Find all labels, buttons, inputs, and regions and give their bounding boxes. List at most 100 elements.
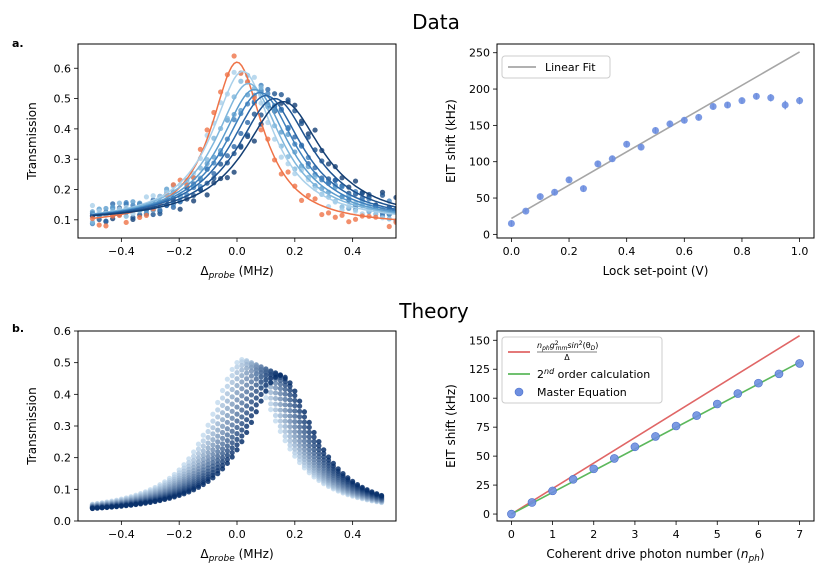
data-point <box>143 194 150 200</box>
data-point <box>224 376 230 382</box>
axes-frame <box>496 43 815 239</box>
data-point <box>239 439 245 445</box>
data-point <box>234 404 240 410</box>
data-point <box>263 395 269 401</box>
data-point <box>231 69 237 75</box>
data-point <box>224 398 230 404</box>
data-point <box>248 364 255 370</box>
x-tick-label: −0.2 <box>166 528 193 541</box>
data-point <box>268 401 274 407</box>
data-point <box>316 447 322 453</box>
data-point <box>253 376 259 382</box>
data-point <box>205 428 211 435</box>
x-tick-label: 0.8 <box>733 245 751 258</box>
data-point <box>369 489 375 495</box>
linear-fit-line <box>511 51 800 220</box>
data-point <box>210 425 216 431</box>
data-point <box>239 393 245 399</box>
data-point <box>191 457 197 463</box>
data-point <box>219 450 226 457</box>
data-point <box>651 432 660 441</box>
data-point <box>277 381 283 387</box>
data-point <box>229 450 235 456</box>
fit-curve <box>92 82 396 215</box>
data-point <box>345 475 351 481</box>
data-point <box>239 362 245 369</box>
data-point <box>568 474 578 484</box>
section-title-data: Data <box>412 10 460 34</box>
data-point <box>211 175 217 181</box>
data-point <box>589 464 599 474</box>
data-point <box>248 399 255 405</box>
data-point <box>219 441 226 447</box>
data-point <box>137 214 143 220</box>
data-point <box>301 419 308 425</box>
data-point <box>272 395 279 402</box>
data-point <box>219 459 226 465</box>
data-point <box>244 429 250 436</box>
data-point <box>204 127 210 133</box>
data-point <box>297 419 303 425</box>
y-axis-label: EIT shift (kHz) <box>444 99 458 183</box>
data-point <box>258 379 264 385</box>
section-title-theory: Theory <box>398 299 469 323</box>
data-point <box>297 433 303 440</box>
data-point <box>204 192 210 198</box>
data-point <box>224 452 230 458</box>
legend-box <box>501 55 611 79</box>
data-point <box>277 418 283 424</box>
data-point <box>219 417 226 423</box>
data-point <box>219 387 226 394</box>
data-point <box>287 433 293 439</box>
data-point <box>316 439 322 445</box>
data-point <box>244 382 250 388</box>
data-point <box>118 503 124 509</box>
panel-data-eit-shift: Lock set-point (V) EIT shift (kHz) Linea… <box>444 43 815 278</box>
data-point <box>239 373 245 379</box>
data-point <box>244 365 250 371</box>
formula-g: g <box>550 341 555 350</box>
data-point <box>229 408 235 414</box>
y-tick-label: 0.5 <box>54 357 72 370</box>
data-point <box>234 369 240 376</box>
data-point <box>312 127 318 133</box>
data-point <box>306 446 312 452</box>
y-tick-label: 0.2 <box>54 452 72 465</box>
data-point <box>195 441 202 447</box>
x-tick-label: 0.4 <box>344 528 362 541</box>
data-point <box>522 207 530 215</box>
linear-theory-line <box>510 334 801 515</box>
data-point <box>245 119 251 126</box>
data-point <box>335 466 341 472</box>
data-point <box>239 379 245 385</box>
x-tick-label: 1 <box>549 528 556 541</box>
data-point <box>733 389 743 398</box>
data-point <box>297 429 303 435</box>
data-point <box>239 427 245 433</box>
x-axis-label: Coherent drive photon number (nph) <box>546 547 764 564</box>
fit-curve <box>92 91 396 216</box>
data-point <box>282 396 288 402</box>
data-point <box>287 387 293 393</box>
data-point <box>316 450 322 456</box>
data-point <box>277 372 283 378</box>
data-point <box>795 359 804 368</box>
data-point <box>277 385 283 392</box>
data-point <box>306 442 312 449</box>
data-point <box>724 101 732 109</box>
data-point <box>239 433 245 439</box>
data-point <box>306 424 312 430</box>
data-point <box>393 219 396 225</box>
x-tick-label: 1.0 <box>791 245 809 258</box>
data-point <box>234 418 240 424</box>
data-point <box>238 78 244 84</box>
y-axis-label: Transmission <box>25 102 39 181</box>
data-point <box>244 376 250 382</box>
data-point <box>277 396 283 402</box>
data-point <box>386 223 392 230</box>
plot-area <box>507 51 804 227</box>
data-point <box>551 188 559 196</box>
fit-curve <box>92 100 396 217</box>
data-point <box>301 446 308 452</box>
